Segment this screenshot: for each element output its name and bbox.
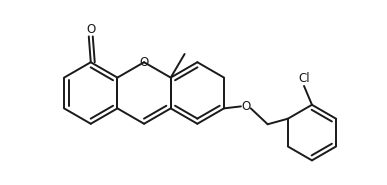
Text: Cl: Cl bbox=[298, 72, 310, 85]
Text: O: O bbox=[139, 56, 149, 69]
Text: O: O bbox=[86, 23, 96, 36]
Text: O: O bbox=[241, 100, 250, 113]
